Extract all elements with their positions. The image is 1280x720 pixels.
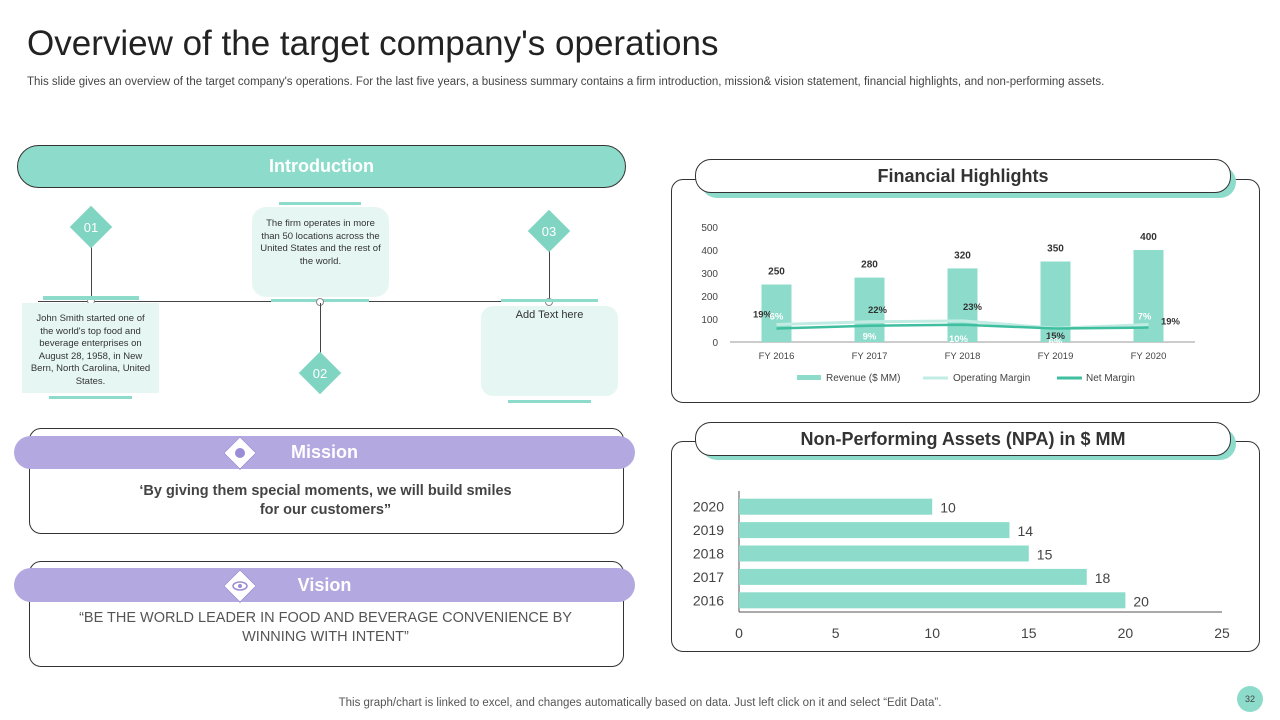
step-03-text[interactable]: Add Text here — [481, 306, 618, 396]
footer-note: This graph/chart is linked to excel, and… — [338, 697, 942, 709]
net-margin-label: 6% — [770, 311, 784, 322]
x-tick-label: FY 2020 — [1131, 351, 1167, 362]
y-tick-label: 100 — [701, 315, 718, 326]
step-01-text: John Smith started one of the world's to… — [22, 303, 159, 393]
step-02-top-bar — [279, 202, 361, 205]
step-03-bottom-bar — [508, 400, 591, 403]
page-subtitle: This slide gives an overview of the targ… — [27, 76, 1105, 88]
revenue-data-label: 250 — [768, 267, 785, 278]
x-tick-label: 25 — [1214, 625, 1230, 641]
npa-bar — [739, 568, 1087, 585]
x-tick-label: 5 — [832, 625, 840, 641]
operating-margin-label: 19% — [753, 310, 773, 321]
revenue-data-label: 350 — [1047, 244, 1064, 255]
vision-band: Vision — [14, 568, 635, 602]
y-tick-label: 2016 — [693, 592, 724, 608]
net-margin-label: 10% — [949, 334, 969, 345]
step-03-connector — [549, 245, 550, 301]
legend-revenue-label: Revenue ($ MM) — [826, 373, 900, 384]
legend-operating-margin-label: Operating Margin — [953, 373, 1030, 384]
mission-label: Mission — [290, 442, 358, 462]
step-03-top-bar — [501, 299, 598, 302]
legend-revenue-swatch — [797, 375, 821, 380]
step-01-bottom-bar — [49, 396, 132, 399]
npa-data-label: 10 — [940, 500, 956, 516]
operating-margin-label: 22% — [868, 305, 888, 316]
financial-chart[interactable]: 500 400 300 200 100 0 250 280 320 350 400 FY 2016 FY… — [680, 210, 1240, 394]
step-02-number: 02 — [312, 366, 328, 381]
x-tick-label: 15 — [1021, 625, 1037, 641]
vision-label: Vision — [297, 574, 352, 595]
npa-data-label: 14 — [1017, 523, 1033, 539]
y-tick-label: 0 — [712, 338, 718, 349]
x-tick-label: FY 2019 — [1038, 351, 1074, 362]
net-margin-label: 6% — [1049, 336, 1063, 347]
mission-lotus-icon — [223, 436, 257, 470]
y-tick-label: 400 — [701, 246, 718, 257]
x-tick-label: FY 2017 — [852, 351, 888, 362]
operating-margin-label: 19% — [1161, 317, 1181, 328]
x-tick-label: FY 2018 — [945, 351, 981, 362]
revenue-data-label: 320 — [954, 250, 971, 261]
y-tick-label: 2017 — [693, 569, 724, 585]
npa-data-label: 20 — [1133, 593, 1149, 609]
step-01-connector — [91, 240, 92, 301]
y-tick-label: 2019 — [693, 522, 724, 538]
npa-data-label: 18 — [1095, 570, 1111, 586]
net-margin-line — [776, 323, 1149, 330]
npa-chart[interactable]: 2020 10 2019 14 2018 15 2017 18 2016 20 0 5 10 15 20 25 — [680, 485, 1250, 645]
npa-bar — [739, 522, 1010, 539]
introduction-header: Introduction — [17, 145, 626, 188]
y-tick-label: 200 — [701, 292, 718, 303]
mission-band: Mission — [14, 436, 635, 469]
revenue-data-label: 400 — [1140, 232, 1157, 243]
y-tick-label: 500 — [701, 223, 718, 234]
operating-margin-label: 15% — [1046, 331, 1066, 342]
page-title: Overview of the target company's operati… — [27, 24, 719, 63]
revenue-bar — [947, 268, 978, 342]
npa-bar — [739, 592, 1126, 609]
revenue-bar — [1040, 261, 1071, 342]
financial-highlights-title: Financial Highlights — [695, 159, 1231, 193]
revenue-data-label: 280 — [861, 260, 878, 271]
step-03-dot — [545, 298, 553, 306]
revenue-bar — [761, 284, 792, 342]
x-tick-label: 0 — [735, 625, 743, 641]
y-tick-label: 2020 — [693, 499, 724, 515]
npa-bar — [739, 498, 933, 515]
vision-statement: “BE THE WORLD LEADER IN FOOD AND BEVERAG… — [79, 610, 572, 645]
npa-data-label: 15 — [1037, 547, 1053, 563]
page-number: 32 — [1237, 686, 1263, 712]
vision-eye-icon — [223, 569, 257, 603]
revenue-bar — [854, 277, 885, 342]
operating-margin-label: 23% — [963, 302, 983, 313]
net-margin-label: 9% — [863, 332, 877, 343]
legend-net-margin-label: Net Margin — [1086, 373, 1135, 384]
y-tick-label: 2018 — [693, 546, 724, 562]
npa-title: Non-Performing Assets (NPA) in $ MM — [695, 422, 1231, 456]
x-tick-label: FY 2016 — [759, 351, 795, 362]
net-margin-label: 7% — [1138, 312, 1152, 323]
step-02-connector — [320, 303, 321, 357]
step-01-top-bar — [43, 296, 139, 300]
step-02-text: The firm operates in more than 50 locati… — [252, 207, 389, 297]
y-tick-label: 300 — [701, 269, 718, 280]
step-01-number: 01 — [83, 220, 99, 235]
x-tick-label: 20 — [1118, 625, 1134, 641]
x-tick-label: 10 — [924, 625, 940, 641]
mission-statement: ‘By giving them special moments, we will… — [139, 483, 512, 518]
step-03-number: 03 — [541, 224, 557, 239]
npa-bar — [739, 545, 1029, 562]
